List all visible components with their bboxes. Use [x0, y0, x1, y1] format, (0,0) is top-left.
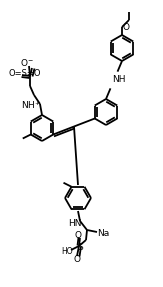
- Text: O$^{-}$: O$^{-}$: [20, 57, 34, 69]
- Text: S: S: [77, 243, 83, 253]
- Text: O: O: [123, 24, 129, 32]
- Text: NH$^{+}$: NH$^{+}$: [21, 99, 41, 111]
- Text: O=S=O: O=S=O: [9, 69, 41, 79]
- Text: O: O: [74, 232, 82, 241]
- Text: HO: HO: [61, 247, 73, 255]
- Text: HN: HN: [68, 220, 82, 228]
- Text: NH: NH: [112, 75, 126, 84]
- Text: Na: Na: [97, 228, 109, 238]
- Text: O: O: [74, 255, 81, 263]
